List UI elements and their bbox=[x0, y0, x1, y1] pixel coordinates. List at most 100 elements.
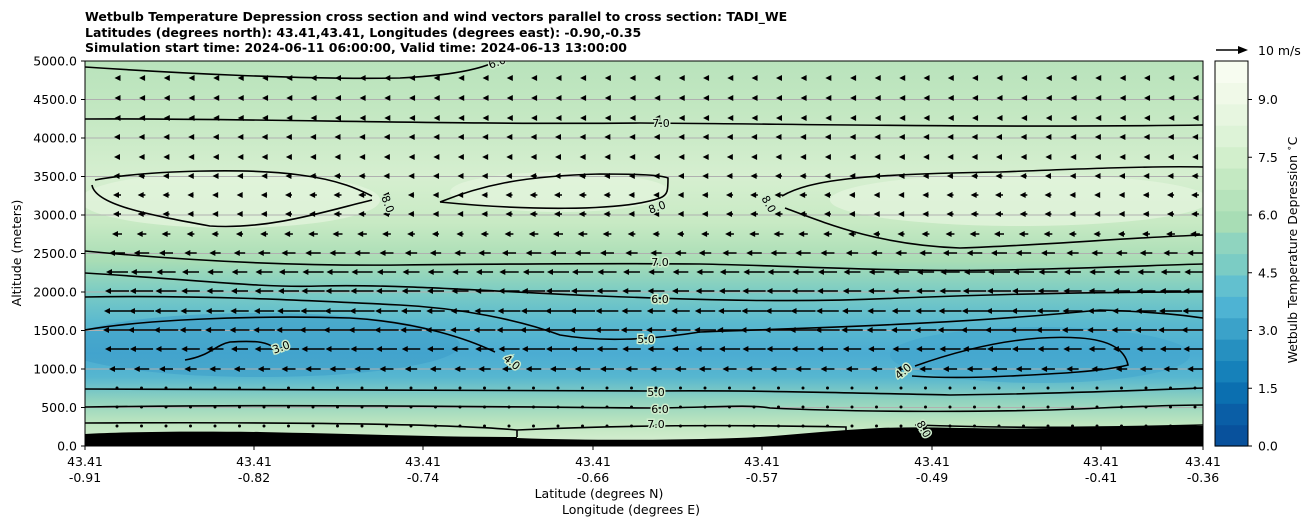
wind-vector-head bbox=[750, 192, 757, 198]
wind-vector bbox=[383, 134, 390, 140]
wind-vector bbox=[1037, 288, 1059, 294]
wind-vector bbox=[433, 173, 440, 179]
wind-vector-head bbox=[358, 173, 365, 179]
wind-vector bbox=[719, 269, 740, 275]
wind-vector-head bbox=[105, 346, 111, 352]
x-tick-lat-label: 43.41 bbox=[67, 454, 103, 469]
wind-vector bbox=[800, 115, 807, 121]
wind-vector-head bbox=[1167, 173, 1174, 179]
wind-vector bbox=[305, 366, 321, 372]
wind-vector bbox=[1139, 250, 1153, 256]
wind-vector-head bbox=[284, 211, 291, 217]
wind-vector-head bbox=[400, 308, 407, 314]
wind-vector-head bbox=[1136, 346, 1143, 352]
wind-vector-head bbox=[1117, 231, 1124, 237]
wind-vector bbox=[154, 308, 178, 314]
wind-vector bbox=[555, 154, 562, 160]
wind-vector bbox=[530, 134, 537, 140]
colorbar-segment bbox=[1215, 189, 1248, 212]
wind-vector bbox=[385, 405, 388, 409]
wind-vector bbox=[277, 346, 300, 352]
wind-vector bbox=[800, 134, 807, 140]
wind-vector-head bbox=[916, 346, 923, 352]
wind-vector bbox=[874, 95, 881, 101]
wind-vector-head bbox=[674, 366, 681, 372]
wind-vector-head bbox=[187, 173, 194, 179]
wind-vector bbox=[334, 173, 341, 179]
wind-vector-head bbox=[1112, 346, 1119, 352]
wind-vector bbox=[866, 327, 887, 333]
wind-vector-head bbox=[281, 250, 288, 256]
wind-vector-head bbox=[727, 75, 734, 81]
wind-vector-head bbox=[774, 211, 781, 217]
wind-vector bbox=[820, 366, 835, 372]
wind-vector-head bbox=[457, 192, 464, 198]
wind-vector bbox=[262, 115, 269, 121]
wind-vector-head bbox=[433, 115, 440, 121]
moist-core-left bbox=[85, 313, 460, 377]
wind-vector-head bbox=[187, 192, 194, 198]
wind-vector bbox=[1044, 173, 1052, 179]
wind-vector bbox=[996, 75, 1003, 81]
wind-vector bbox=[1022, 405, 1025, 409]
wind-vector-head bbox=[139, 95, 146, 101]
wind-vector bbox=[987, 288, 1011, 294]
wind-vector-head bbox=[623, 269, 630, 275]
colorbar-segment bbox=[1215, 403, 1248, 426]
wind-vector bbox=[546, 346, 570, 352]
wind-vector bbox=[817, 346, 838, 352]
wind-vector bbox=[115, 424, 119, 428]
wind-vector-head bbox=[1064, 269, 1071, 275]
wind-vector-head bbox=[505, 211, 512, 217]
wind-vector bbox=[922, 192, 929, 198]
wind-vector bbox=[506, 115, 513, 121]
wind-vector-head bbox=[725, 231, 732, 237]
wind-vector bbox=[972, 95, 979, 101]
wind-vector bbox=[427, 346, 444, 352]
wind-vector bbox=[505, 192, 513, 198]
wind-vector-head bbox=[1166, 211, 1173, 217]
wind-vector bbox=[1071, 386, 1074, 390]
wind-vector-head bbox=[482, 75, 489, 81]
wind-vector bbox=[703, 75, 710, 81]
wind-vector bbox=[1094, 192, 1101, 198]
wind-vector-head bbox=[260, 211, 267, 217]
wind-vector-head bbox=[545, 308, 552, 314]
wind-vector bbox=[921, 231, 930, 237]
wind-vector bbox=[1022, 424, 1025, 428]
wind-vector bbox=[164, 386, 168, 390]
wind-vector bbox=[915, 308, 936, 314]
wind-vector bbox=[798, 231, 808, 237]
wind-vector-head bbox=[212, 134, 219, 140]
wind-vector-head bbox=[727, 115, 734, 121]
wind-vector bbox=[112, 231, 122, 237]
colorbar-tick-label: 6.0 bbox=[1258, 208, 1278, 223]
wind-vector bbox=[1187, 366, 1203, 372]
wind-vector-head bbox=[995, 211, 1002, 217]
wind-vector-head bbox=[310, 95, 317, 101]
wind-vector-head bbox=[849, 173, 856, 179]
wind-vector bbox=[277, 288, 300, 294]
wind-vector-head bbox=[550, 250, 557, 256]
wind-vector-head bbox=[1037, 346, 1044, 352]
wind-vector-head bbox=[546, 346, 553, 352]
wind-vector-head bbox=[1144, 115, 1151, 121]
wind-vector bbox=[922, 173, 929, 179]
wind-vector bbox=[350, 346, 374, 352]
wind-vector bbox=[206, 288, 224, 294]
wind-vector bbox=[425, 327, 446, 333]
wind-vector-head bbox=[1112, 308, 1119, 314]
wind-vector-head bbox=[521, 346, 528, 352]
wind-vector bbox=[233, 250, 246, 256]
wind-vector-head bbox=[1061, 327, 1068, 333]
wind-vector bbox=[679, 424, 682, 428]
wind-vector-head bbox=[261, 154, 268, 160]
wind-vector bbox=[1094, 134, 1101, 140]
wind-vector bbox=[898, 154, 905, 160]
wind-vector-head bbox=[212, 211, 219, 217]
wind-vector bbox=[1046, 424, 1050, 428]
wind-vector-head bbox=[629, 95, 636, 101]
wind-vector-head bbox=[359, 134, 366, 140]
wind-vector-head bbox=[580, 95, 587, 101]
wind-vector bbox=[875, 424, 878, 428]
